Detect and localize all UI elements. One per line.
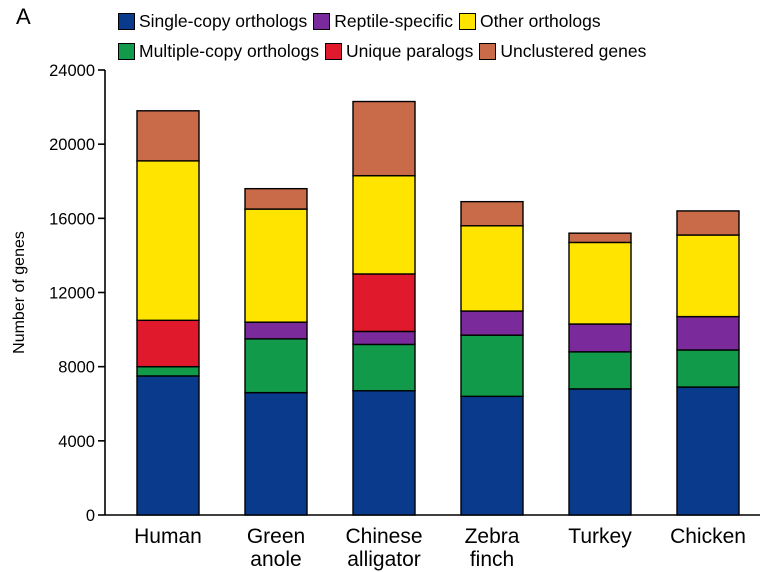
legend-label-single-copy: Single-copy orthologs — [139, 10, 308, 31]
x-tick-label: Zebra — [465, 525, 520, 548]
bar-group — [676, 210, 740, 516]
legend-label-other-orthologs: Other orthologs — [479, 10, 601, 31]
legend-row-1: Single-copy orthologs Reptile-specific O… — [118, 6, 758, 36]
bar-segment — [352, 330, 416, 346]
x-tick-label: finch — [470, 548, 514, 571]
chart-axes — [98, 69, 760, 516]
bar-segment — [676, 386, 740, 516]
bar-segment — [460, 310, 524, 336]
bar-segment — [352, 390, 416, 516]
legend-label-unique-paralogs: Unique paralogs — [345, 40, 474, 61]
y-tick-label: 12000 — [49, 285, 95, 303]
bar-segment — [460, 334, 524, 398]
legend-label-reptile-specific: Reptile-specific — [334, 10, 453, 31]
bar-segment — [568, 351, 632, 390]
x-tick-label: alligator — [347, 548, 421, 571]
bar-segment — [244, 321, 308, 340]
bar-segment — [676, 210, 740, 236]
y-tick-label: 4000 — [58, 433, 95, 451]
x-tick-label: Green — [247, 525, 305, 548]
bar-segment — [568, 388, 632, 516]
y-axis-label: Number of genes — [11, 231, 28, 354]
legend-label-unclustered: Unclustered genes — [500, 40, 647, 61]
y-tick-label: 20000 — [49, 136, 95, 154]
legend-item-unique-paralogs: Unique paralogs — [324, 40, 474, 62]
bar-segment — [568, 241, 632, 325]
bar-segment — [676, 349, 740, 388]
bar-segment — [460, 225, 524, 312]
bar-segment — [352, 273, 416, 333]
bar-segment — [676, 234, 740, 318]
x-tick-label: Chinese — [345, 525, 422, 548]
bar-segment — [244, 187, 308, 210]
bar-group — [244, 187, 308, 516]
x-tick-label: Chicken — [670, 525, 746, 548]
bar-segment — [352, 174, 416, 275]
legend-item-multiple-copy: Multiple-copy orthologs — [118, 41, 319, 62]
y-tick-label: 8000 — [58, 359, 95, 377]
bar-group — [568, 232, 632, 516]
panel-label: A — [16, 4, 31, 29]
bar-segment — [136, 365, 200, 377]
legend-swatch-multiple-copy — [118, 42, 135, 60]
bar-segment — [136, 160, 200, 322]
chart-bars — [136, 100, 740, 516]
x-tick-label: Turkey — [568, 525, 632, 548]
bar-segment — [244, 338, 308, 394]
legend-label-multiple-copy: Multiple-copy orthologs — [139, 40, 319, 61]
legend-swatch-single-copy — [118, 12, 135, 30]
bar-segment — [568, 232, 632, 244]
legend-item-single-copy: Single-copy orthologs — [118, 11, 307, 32]
bar-segment — [244, 208, 308, 323]
bar-segment — [136, 375, 200, 516]
x-tick-label: Human — [134, 525, 202, 548]
bar-segment — [352, 343, 416, 392]
bar-group — [352, 100, 416, 516]
bar-segment — [568, 323, 632, 353]
legend-swatch-unclustered — [479, 42, 497, 60]
legend: Single-copy orthologs Reptile-specific O… — [118, 6, 758, 66]
y-tick-label: 16000 — [49, 210, 95, 228]
legend-swatch-reptile-specific — [313, 12, 331, 30]
y-tick-label: 24000 — [49, 62, 95, 80]
bar-segment — [460, 395, 524, 516]
bar-group — [460, 200, 524, 516]
bar-group — [136, 110, 200, 516]
legend-item-reptile-specific: Reptile-specific — [313, 11, 453, 32]
bar-segment — [136, 319, 200, 368]
bar-segment — [136, 110, 200, 162]
x-tick-label: anole — [250, 548, 301, 571]
bar-segment — [676, 315, 740, 351]
bar-segment — [460, 200, 524, 227]
legend-item-unclustered: Unclustered genes — [479, 41, 646, 62]
legend-swatch-unique-paralogs — [324, 42, 342, 60]
bar-segment — [352, 100, 416, 177]
bar-segment — [244, 391, 308, 516]
legend-item-other-orthologs: Other orthologs — [458, 10, 601, 32]
y-tick-label: 0 — [86, 507, 95, 525]
chart-labels: 0 4000 8000 12000 16000 20000 24000 Number of g… — [11, 62, 746, 571]
legend-swatch-other-orthologs — [458, 12, 476, 30]
legend-row-2: Multiple-copy orthologs Unique paralogs … — [118, 36, 758, 66]
